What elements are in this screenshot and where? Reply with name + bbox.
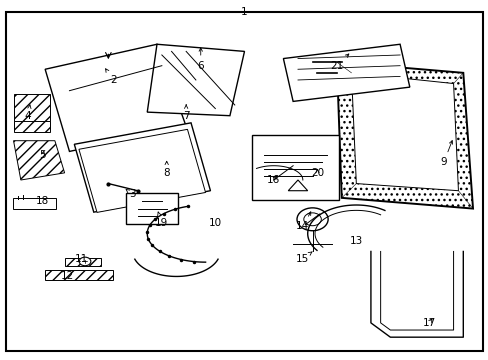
Text: 5: 5 — [40, 150, 46, 160]
Polygon shape — [74, 123, 210, 212]
Text: 4: 4 — [25, 105, 31, 121]
Text: 21: 21 — [329, 54, 348, 71]
Text: 19: 19 — [155, 212, 168, 228]
FancyBboxPatch shape — [126, 193, 178, 224]
Polygon shape — [14, 141, 64, 180]
FancyBboxPatch shape — [64, 258, 101, 266]
Text: 16: 16 — [266, 175, 280, 185]
Polygon shape — [287, 180, 307, 191]
Text: 13: 13 — [349, 236, 362, 246]
Circle shape — [296, 208, 327, 231]
FancyBboxPatch shape — [6, 12, 482, 351]
Circle shape — [303, 213, 321, 226]
Polygon shape — [336, 62, 472, 208]
Text: 3: 3 — [126, 189, 136, 199]
Text: 11: 11 — [75, 253, 88, 264]
Text: 10: 10 — [208, 218, 222, 228]
FancyBboxPatch shape — [251, 135, 339, 200]
Circle shape — [79, 257, 91, 266]
Text: 15: 15 — [296, 252, 312, 264]
Text: 1: 1 — [241, 7, 247, 17]
Text: 9: 9 — [440, 141, 452, 167]
Text: 17: 17 — [422, 318, 435, 328]
Polygon shape — [147, 44, 244, 116]
Text: 2: 2 — [105, 69, 116, 85]
Text: 8: 8 — [163, 161, 170, 178]
FancyBboxPatch shape — [14, 121, 50, 132]
Polygon shape — [45, 44, 186, 152]
Text: 6: 6 — [197, 48, 203, 71]
Text: 7: 7 — [183, 105, 189, 121]
Polygon shape — [283, 44, 409, 102]
FancyBboxPatch shape — [14, 94, 50, 130]
Text: 12: 12 — [61, 271, 74, 282]
Text: 20: 20 — [310, 168, 324, 178]
Text: 14: 14 — [296, 212, 310, 231]
Polygon shape — [351, 73, 458, 191]
FancyBboxPatch shape — [45, 270, 113, 280]
Polygon shape — [79, 129, 205, 212]
FancyBboxPatch shape — [13, 198, 56, 209]
Text: 18: 18 — [36, 197, 49, 206]
